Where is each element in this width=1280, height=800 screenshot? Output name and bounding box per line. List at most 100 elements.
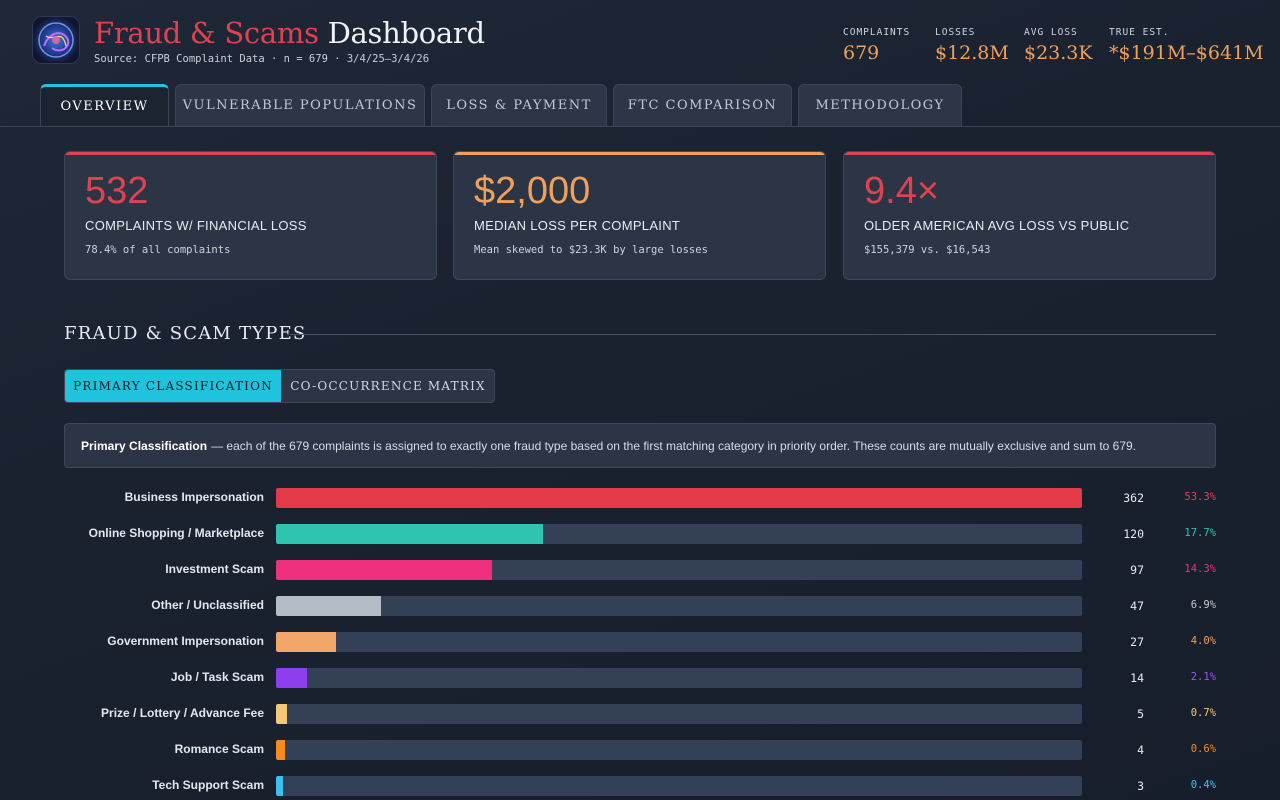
bar-fill xyxy=(276,704,287,724)
bar-label: Job / Task Scam xyxy=(170,670,264,684)
card-accent xyxy=(844,152,1215,155)
kpi-note: 78.4% of all complaints xyxy=(85,244,231,256)
bar-percent: 17.7% xyxy=(1184,527,1216,539)
bar-row: Online Shopping / Marketplace 120 17.7% xyxy=(0,524,1280,544)
kpi-card-financial-loss: 532 COMPLAINTS W/ FINANCIAL LOSS 78.4% o… xyxy=(64,151,437,280)
bar-percent: 0.6% xyxy=(1190,743,1216,755)
primary-classification-button[interactable]: PRIMARY CLASSIFICATION xyxy=(65,370,281,402)
tab-loss-payment[interactable]: LOSS & PAYMENT xyxy=(431,84,607,126)
bar-fill xyxy=(276,596,381,616)
bar-fill xyxy=(276,668,307,688)
bar-count: 4 xyxy=(1137,743,1144,757)
bar-row: Tech Support Scam 3 0.4% xyxy=(0,776,1280,796)
bar-label: Romance Scam xyxy=(174,742,264,756)
title-rest: Dashboard xyxy=(327,16,485,50)
bar-label: Online Shopping / Marketplace xyxy=(88,526,264,540)
kpi-label: COMPLAINTS W/ FINANCIAL LOSS xyxy=(85,218,307,233)
stat-label: AVG LOSS xyxy=(1024,27,1078,38)
bar-row: Business Impersonation 362 53.3% xyxy=(0,488,1280,508)
header: Fraud & Scams Dashboard Source: CFPB Com… xyxy=(0,0,1280,84)
bar-count: 3 xyxy=(1137,779,1144,793)
bar-label: Other / Unclassified xyxy=(151,598,264,612)
bar-track xyxy=(276,632,1082,652)
card-accent xyxy=(65,152,436,155)
stat-label: LOSSES xyxy=(935,27,976,38)
bar-count: 97 xyxy=(1130,563,1144,577)
card-accent xyxy=(454,152,825,155)
bar-percent: 2.1% xyxy=(1190,671,1216,683)
stat-value: $23.3K xyxy=(1024,42,1093,64)
co-occurrence-matrix-button[interactable]: CO-OCCURRENCE MATRIX xyxy=(290,379,486,393)
bar-label: Investment Scam xyxy=(165,562,264,576)
app-logo xyxy=(32,16,80,64)
bar-track xyxy=(276,488,1082,508)
bar-percent: 0.4% xyxy=(1190,779,1216,791)
tab-ftc-comparison[interactable]: FTC COMPARISON xyxy=(613,84,792,126)
section-title: FRAUD & SCAM TYPES xyxy=(64,323,307,344)
bar-percent: 0.7% xyxy=(1190,707,1216,719)
info-bold: Primary Classification xyxy=(81,438,208,453)
bar-track xyxy=(276,596,1082,616)
stat-value: $12.8M xyxy=(935,42,1009,64)
logo-swirl-icon xyxy=(38,22,74,58)
stat-value: *$191M–$641M xyxy=(1109,42,1264,64)
stat-avg-loss: AVG LOSS $23.3K xyxy=(1024,27,1093,64)
title-highlight: Fraud & Scams xyxy=(94,16,319,50)
bar-fill xyxy=(276,632,336,652)
bar-fill xyxy=(276,740,285,760)
bar-row: Government Impersonation 27 4.0% xyxy=(0,632,1280,652)
tab-overview[interactable]: OVERVIEW xyxy=(40,84,169,126)
stat-label: COMPLAINTS xyxy=(843,27,911,38)
bar-row: Romance Scam 4 0.6% xyxy=(0,740,1280,760)
bar-track xyxy=(276,524,1082,544)
kpi-label: OLDER AMERICAN AVG LOSS VS PUBLIC xyxy=(864,218,1130,233)
kpi-note: $155,379 vs. $16,543 xyxy=(864,244,991,256)
kpi-value: $2,000 xyxy=(474,170,591,212)
stat-true-est: TRUE EST. *$191M–$641M xyxy=(1109,27,1264,64)
bar-track xyxy=(276,740,1082,760)
bar-row: Job / Task Scam 14 2.1% xyxy=(0,668,1280,688)
bar-row: Investment Scam 97 14.3% xyxy=(0,560,1280,580)
bar-fill xyxy=(276,488,1082,508)
bar-fill xyxy=(276,524,543,544)
section-divider xyxy=(290,334,1216,335)
bar-percent: 6.9% xyxy=(1190,599,1216,611)
bar-row: Prize / Lottery / Advance Fee 5 0.7% xyxy=(0,704,1280,724)
kpi-value: 9.4× xyxy=(864,170,940,212)
kpi-label: MEDIAN LOSS PER COMPLAINT xyxy=(474,218,681,233)
page-subtitle: Source: CFPB Complaint Data · n = 679 · … xyxy=(94,53,430,65)
bar-label: Government Impersonation xyxy=(107,634,264,648)
bar-track xyxy=(276,704,1082,724)
bar-percent: 53.3% xyxy=(1184,491,1216,503)
bar-percent: 4.0% xyxy=(1190,635,1216,647)
bar-count: 362 xyxy=(1123,491,1144,505)
stat-complaints: COMPLAINTS 679 xyxy=(843,27,910,64)
bar-fill xyxy=(276,560,492,580)
kpi-card-older-american-ratio: 9.4× OLDER AMERICAN AVG LOSS VS PUBLIC $… xyxy=(843,151,1216,280)
info-text: — each of the 679 complaints is assigned… xyxy=(211,438,1137,453)
bar-track xyxy=(276,560,1082,580)
stat-label: TRUE EST. xyxy=(1109,27,1170,38)
bar-label: Business Impersonation xyxy=(124,490,264,504)
kpi-card-median-loss: $2,000 MEDIAN LOSS PER COMPLAINT Mean sk… xyxy=(453,151,826,280)
bar-count: 47 xyxy=(1130,599,1144,613)
tab-vulnerable-populations[interactable]: VULNERABLE POPULATIONS xyxy=(175,84,425,126)
bar-track xyxy=(276,668,1082,688)
tab-methodology[interactable]: METHODOLOGY xyxy=(798,84,962,126)
stat-value: 679 xyxy=(843,42,880,64)
bar-count: 14 xyxy=(1130,671,1144,685)
tab-divider xyxy=(0,126,1280,127)
bar-row: Other / Unclassified 47 6.9% xyxy=(0,596,1280,616)
kpi-value: 532 xyxy=(85,170,149,212)
bar-label: Prize / Lottery / Advance Fee xyxy=(101,706,264,720)
bar-fill xyxy=(276,776,283,796)
bar-percent: 14.3% xyxy=(1184,563,1216,575)
stat-losses: LOSSES $12.8M xyxy=(935,27,1009,64)
bar-track xyxy=(276,776,1082,796)
classification-toggle: PRIMARY CLASSIFICATION CO-OCCURRENCE MAT… xyxy=(64,369,495,403)
info-note: Primary Classification — each of the 679 … xyxy=(64,423,1216,468)
bar-label: Tech Support Scam xyxy=(152,778,264,792)
bar-count: 120 xyxy=(1123,527,1144,541)
page-title: Fraud & Scams Dashboard xyxy=(94,16,485,50)
bar-count: 5 xyxy=(1137,707,1144,721)
